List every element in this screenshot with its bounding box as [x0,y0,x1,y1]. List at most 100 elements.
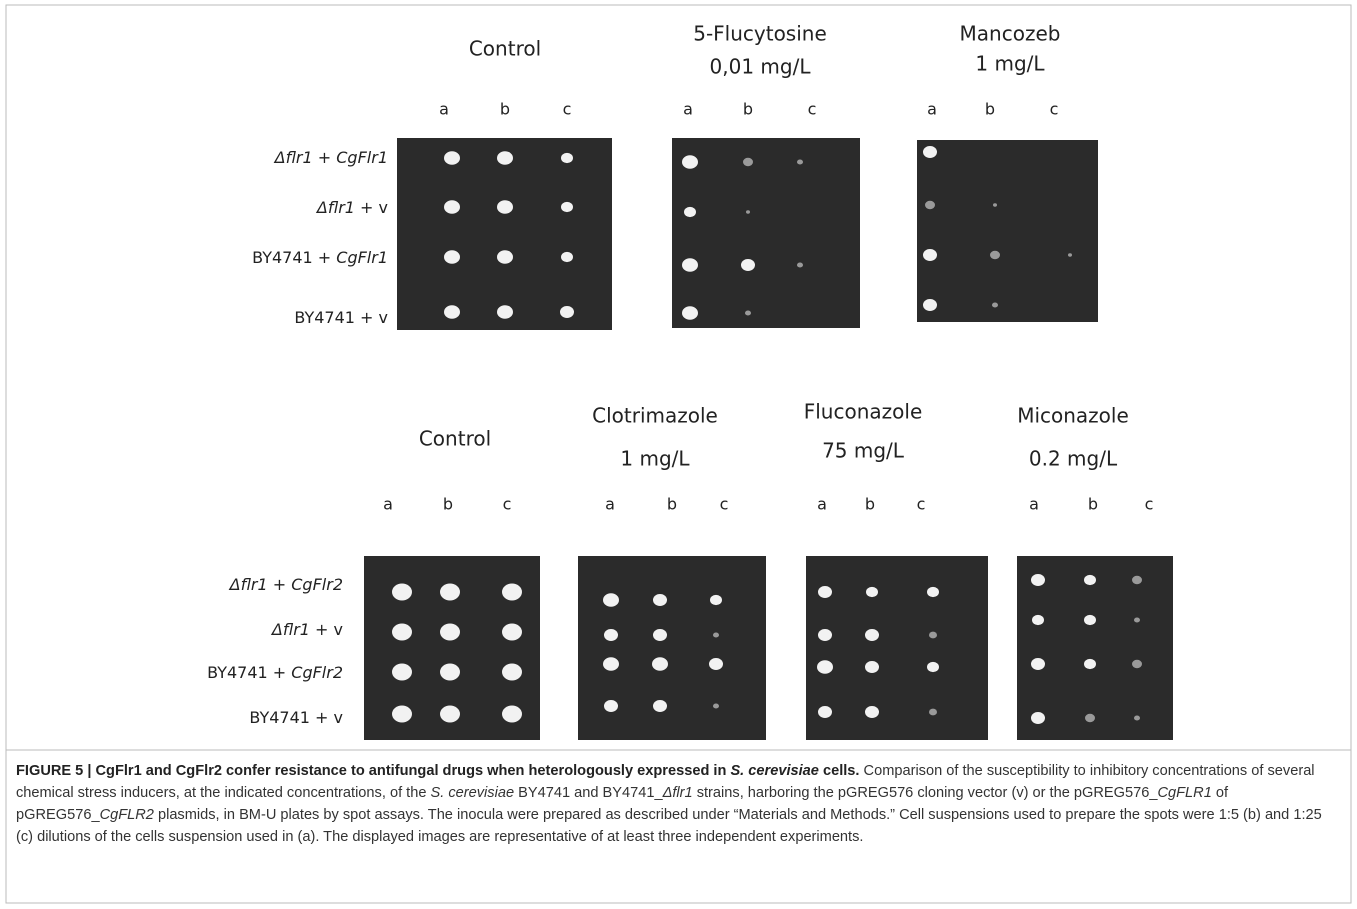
yeast-spot [797,262,803,267]
yeast-spot [653,629,667,641]
column-label: c [720,495,729,514]
column-label: a [683,100,693,119]
caption-segment: S. cerevisiae [730,763,818,779]
column-label: b [443,495,453,514]
yeast-spot [682,258,698,272]
yeast-spot [653,594,667,606]
yeast-spot [865,706,879,718]
column-label: b [667,495,677,514]
yeast-spot [502,706,522,723]
text-segment: + v [310,620,343,639]
column-label: a [817,495,827,514]
yeast-spot [1132,576,1142,585]
yeast-spot [1084,659,1096,669]
column-label: b [985,100,995,119]
yeast-spot [444,200,460,214]
column-label: a [439,100,449,119]
yeast-spot [746,210,750,213]
panel-title: Control [419,427,491,451]
text-segment: BY4741 + [252,248,336,267]
panel-title: 1 mg/L [620,447,690,471]
yeast-spot [1134,617,1140,622]
text-segment: Δflr1 [270,620,310,639]
yeast-spot [713,632,719,637]
row-label: BY4741 + CgFlr2 [207,663,343,682]
caption: FIGURE 5 | CgFlr1 and CgFlr2 confer resi… [16,760,1338,848]
text-segment: BY4741 + [207,663,291,682]
yeast-spot [797,159,803,164]
text-segment: BY4741 + v [249,708,343,727]
column-label: a [927,100,937,119]
column-label: b [1088,495,1098,514]
row-label: Δflr1 + CgFlr1 [273,148,388,167]
caption-segment: FIGURE 5 | CgFlr1 and CgFlr2 confer resi… [16,763,730,779]
yeast-spot [502,664,522,681]
yeast-spot [710,595,722,605]
caption-segment: S. cerevisiae [431,785,515,801]
yeast-spot [1031,712,1045,724]
agar-plate [806,556,988,740]
caption-segment: strains, harboring the pGREG576 cloning … [693,785,1158,801]
column-label: c [563,100,572,119]
panel-title: Control [469,37,541,61]
caption-segment: Δflr1 [663,785,693,801]
yeast-spot [684,207,696,217]
yeast-spot [653,700,667,712]
yeast-spot [497,305,513,319]
yeast-spot [682,155,698,169]
yeast-spot [392,706,412,723]
yeast-spot [440,584,460,601]
yeast-spot [652,657,668,671]
agar-plate [397,138,612,330]
yeast-spot [444,151,460,165]
caption-segment: CgFLR1 [1157,785,1211,801]
yeast-spot [741,259,755,271]
yeast-spot [497,200,513,214]
yeast-spot [865,629,879,641]
yeast-spot [502,624,522,641]
yeast-spot [440,706,460,723]
yeast-spot [993,203,997,206]
row-label: Δflr1 + CgFlr2 [228,575,343,594]
panel-title: 1 mg/L [975,52,1045,76]
yeast-spot [1068,253,1072,256]
yeast-spot [1031,658,1045,670]
yeast-spot [502,584,522,601]
text-segment: + v [355,198,388,217]
panel-title: Fluconazole [804,400,923,424]
yeast-spot [1031,574,1045,586]
yeast-spot [497,151,513,165]
yeast-spot [990,251,1000,260]
panel-title: Clotrimazole [592,404,718,428]
column-label: a [1029,495,1039,514]
yeast-spot [992,302,998,307]
panel-title: Miconazole [1017,404,1129,428]
yeast-spot [440,664,460,681]
column-label: b [500,100,510,119]
panel-title: 0.2 mg/L [1029,447,1118,471]
text-segment: BY4741 + v [294,308,388,327]
panel-title: 5-Flucytosine [693,22,827,46]
yeast-spot [603,593,619,607]
page: Δflr1 + CgFlr1Δflr1 + vBY4741 + CgFlr1BY… [0,0,1357,909]
yeast-spot [1134,715,1140,720]
yeast-spot [927,662,939,672]
caption-segment: BY4741 and BY4741_ [514,785,663,801]
yeast-spot [866,587,878,597]
yeast-spot [743,158,753,167]
row-label: Δflr1 + v [315,198,388,217]
column-label: c [1145,495,1154,514]
yeast-spot [444,250,460,264]
yeast-spot [682,306,698,320]
agar-plate [672,138,860,328]
yeast-spot [603,657,619,671]
yeast-spot [818,706,832,718]
yeast-spot [497,250,513,264]
row-label: Δflr1 + v [270,620,343,639]
agar-plate [578,556,766,740]
yeast-spot [927,587,939,597]
agar-plate [917,140,1098,322]
text-segment: CgFlr1 [336,248,388,267]
yeast-spot [923,249,937,261]
yeast-spot [560,306,574,318]
